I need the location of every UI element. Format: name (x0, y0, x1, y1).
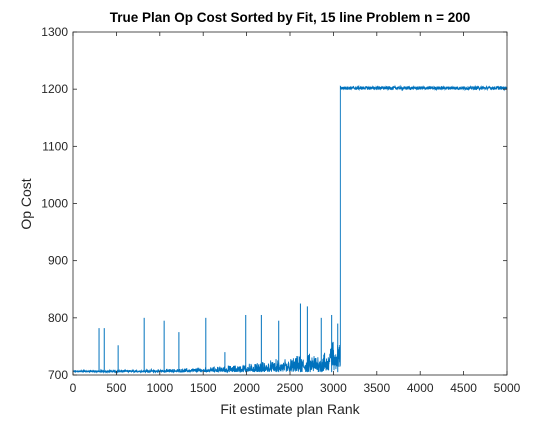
y-tick-label: 1000 (41, 197, 68, 211)
y-axis-ticks: 700 800 900 1000 1100 1200 1300 (41, 25, 507, 382)
x-tick-label: 2500 (277, 381, 304, 395)
x-tick-label: 2000 (233, 381, 260, 395)
x-tick-label: 0 (70, 381, 77, 395)
y-tick-label: 1300 (41, 25, 68, 39)
y-tick-label: 1200 (41, 82, 68, 96)
x-tick-label: 5000 (494, 381, 521, 395)
chart-title: True Plan Op Cost Sorted by Fit, 15 line… (110, 10, 470, 25)
x-axis-ticks: 0 500 1000 1500 2000 2500 3000 3500 4000 4500 5000 (70, 32, 521, 395)
x-tick-label: 4500 (450, 381, 477, 395)
series-line (72, 84, 508, 374)
x-tick-label: 1000 (146, 381, 173, 395)
y-tick-label: 900 (48, 254, 68, 268)
y-tick-label: 800 (48, 311, 68, 325)
y-tick-label: 700 (48, 368, 68, 382)
plot-background (73, 32, 507, 375)
x-tick-label: 1500 (190, 381, 217, 395)
x-tick-label: 3500 (363, 381, 390, 395)
x-tick-label: 500 (106, 381, 126, 395)
series-layer (72, 84, 508, 374)
y-axis-label: Op Cost (18, 178, 34, 229)
x-tick-label: 4000 (407, 381, 434, 395)
x-axis-label: Fit estimate plan Rank (220, 401, 360, 417)
x-tick-label: 3000 (320, 381, 347, 395)
y-tick-label: 1100 (42, 139, 68, 153)
